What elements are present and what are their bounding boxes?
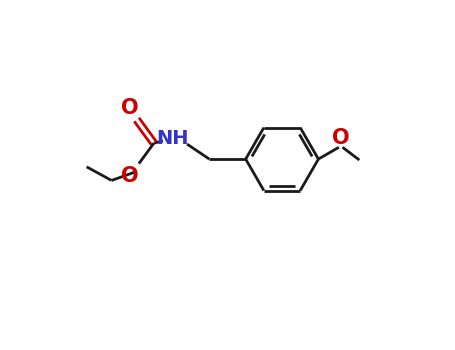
- Text: NH: NH: [157, 129, 189, 148]
- Text: O: O: [121, 166, 139, 186]
- Text: O: O: [332, 128, 350, 148]
- Text: O: O: [121, 98, 139, 118]
